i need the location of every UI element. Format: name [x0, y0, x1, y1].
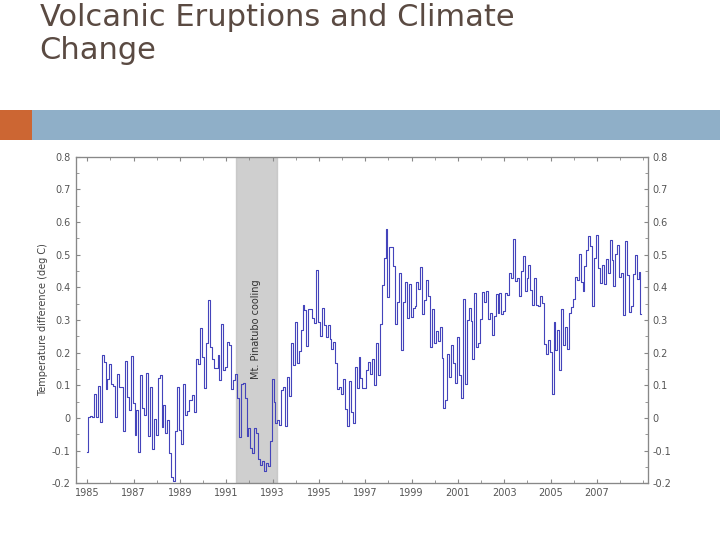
Text: Volcanic Eruptions and Climate
Change: Volcanic Eruptions and Climate Change [40, 3, 514, 65]
Y-axis label: Temperature difference (deg C): Temperature difference (deg C) [37, 244, 48, 396]
Bar [0, 110, 32, 140]
Bar [235, 157, 277, 483]
Bar [32, 110, 720, 140]
Text: Mt. Pinatubo cooling: Mt. Pinatubo cooling [251, 279, 261, 379]
